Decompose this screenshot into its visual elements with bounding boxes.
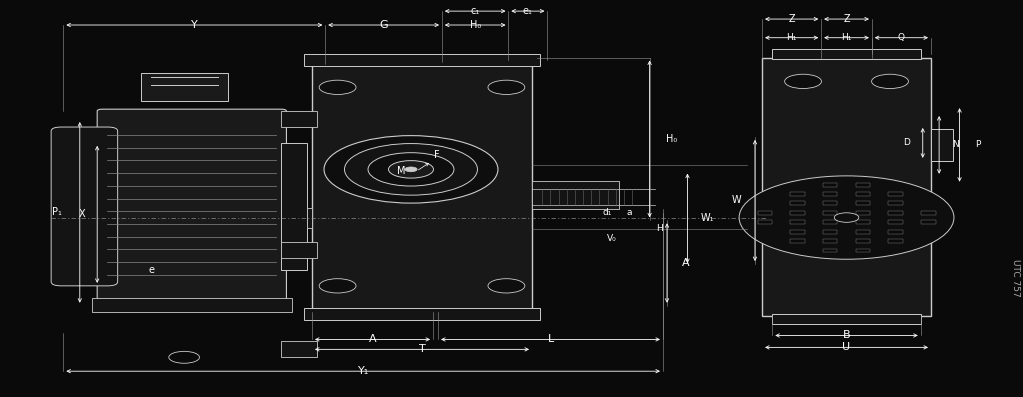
FancyBboxPatch shape xyxy=(97,109,286,304)
Bar xyxy=(304,54,540,66)
Bar xyxy=(824,239,838,243)
Bar xyxy=(855,220,870,224)
Bar xyxy=(281,111,317,127)
Bar xyxy=(855,211,870,215)
Text: a: a xyxy=(626,208,632,217)
Text: B: B xyxy=(843,330,850,341)
Bar xyxy=(772,49,921,59)
Bar xyxy=(922,211,936,215)
Bar xyxy=(304,308,540,320)
Bar xyxy=(824,201,838,205)
Text: M: M xyxy=(397,166,405,176)
Circle shape xyxy=(389,161,434,178)
Bar xyxy=(772,314,921,324)
Bar xyxy=(824,183,838,187)
Text: UTC 757: UTC 757 xyxy=(1012,259,1020,297)
Bar xyxy=(791,192,805,196)
Bar xyxy=(92,298,292,312)
Circle shape xyxy=(785,74,821,89)
Circle shape xyxy=(488,80,525,94)
Text: W: W xyxy=(731,195,742,206)
Bar xyxy=(791,230,805,234)
Text: W₁: W₁ xyxy=(701,213,715,224)
Text: H₁: H₁ xyxy=(787,33,797,42)
Text: H₁: H₁ xyxy=(841,33,852,42)
Text: c₁: c₁ xyxy=(471,6,480,16)
Bar xyxy=(281,341,317,357)
Circle shape xyxy=(368,153,454,186)
Bar xyxy=(824,220,838,224)
FancyBboxPatch shape xyxy=(51,127,118,286)
Text: Y₁: Y₁ xyxy=(358,366,368,376)
Bar xyxy=(791,211,805,215)
Bar xyxy=(931,129,953,161)
Text: Q: Q xyxy=(898,33,905,42)
Bar xyxy=(762,58,931,316)
Text: H₀: H₀ xyxy=(667,134,677,144)
Bar xyxy=(791,201,805,205)
Bar xyxy=(281,143,307,270)
Bar xyxy=(307,208,312,228)
Circle shape xyxy=(319,80,356,94)
Circle shape xyxy=(835,213,859,222)
Text: e₁: e₁ xyxy=(523,6,533,16)
Text: N: N xyxy=(952,141,959,149)
Text: D: D xyxy=(903,139,909,147)
Text: e: e xyxy=(148,265,154,275)
Bar xyxy=(888,220,903,224)
Text: L: L xyxy=(547,334,553,345)
Bar xyxy=(141,73,228,101)
Bar xyxy=(888,192,903,196)
Bar xyxy=(922,220,936,224)
Bar xyxy=(824,230,838,234)
Bar xyxy=(532,181,619,209)
Bar xyxy=(824,249,838,252)
Bar xyxy=(855,192,870,196)
Bar xyxy=(281,242,317,258)
Bar xyxy=(855,230,870,234)
Circle shape xyxy=(405,167,417,172)
Bar xyxy=(855,183,870,187)
Bar xyxy=(855,239,870,243)
Text: P₁: P₁ xyxy=(52,207,62,218)
Text: Z: Z xyxy=(789,14,795,24)
Text: A: A xyxy=(681,258,690,268)
Bar xyxy=(757,220,772,224)
Bar xyxy=(888,201,903,205)
Bar xyxy=(888,230,903,234)
Text: G: G xyxy=(380,20,388,30)
Bar xyxy=(791,239,805,243)
Text: d₁: d₁ xyxy=(603,208,613,217)
Text: V₀: V₀ xyxy=(607,234,617,243)
Bar xyxy=(824,211,838,215)
Text: X: X xyxy=(79,209,85,220)
Circle shape xyxy=(488,279,525,293)
Bar xyxy=(855,249,870,252)
Bar xyxy=(824,192,838,196)
Circle shape xyxy=(872,74,908,89)
Bar xyxy=(888,239,903,243)
Text: H: H xyxy=(657,224,663,233)
Text: T: T xyxy=(418,344,426,355)
Circle shape xyxy=(319,279,356,293)
Bar xyxy=(312,64,532,310)
Circle shape xyxy=(324,136,498,203)
Text: F: F xyxy=(434,150,439,160)
Text: H₀: H₀ xyxy=(470,20,481,30)
Bar xyxy=(791,220,805,224)
Bar xyxy=(757,211,772,215)
Text: A: A xyxy=(368,334,376,345)
Text: U: U xyxy=(843,342,850,353)
Bar xyxy=(888,211,903,215)
Text: Z: Z xyxy=(843,14,850,24)
Text: Y: Y xyxy=(191,20,197,30)
Bar xyxy=(855,201,870,205)
Circle shape xyxy=(345,144,478,195)
Circle shape xyxy=(739,176,953,259)
Text: P: P xyxy=(975,141,981,149)
